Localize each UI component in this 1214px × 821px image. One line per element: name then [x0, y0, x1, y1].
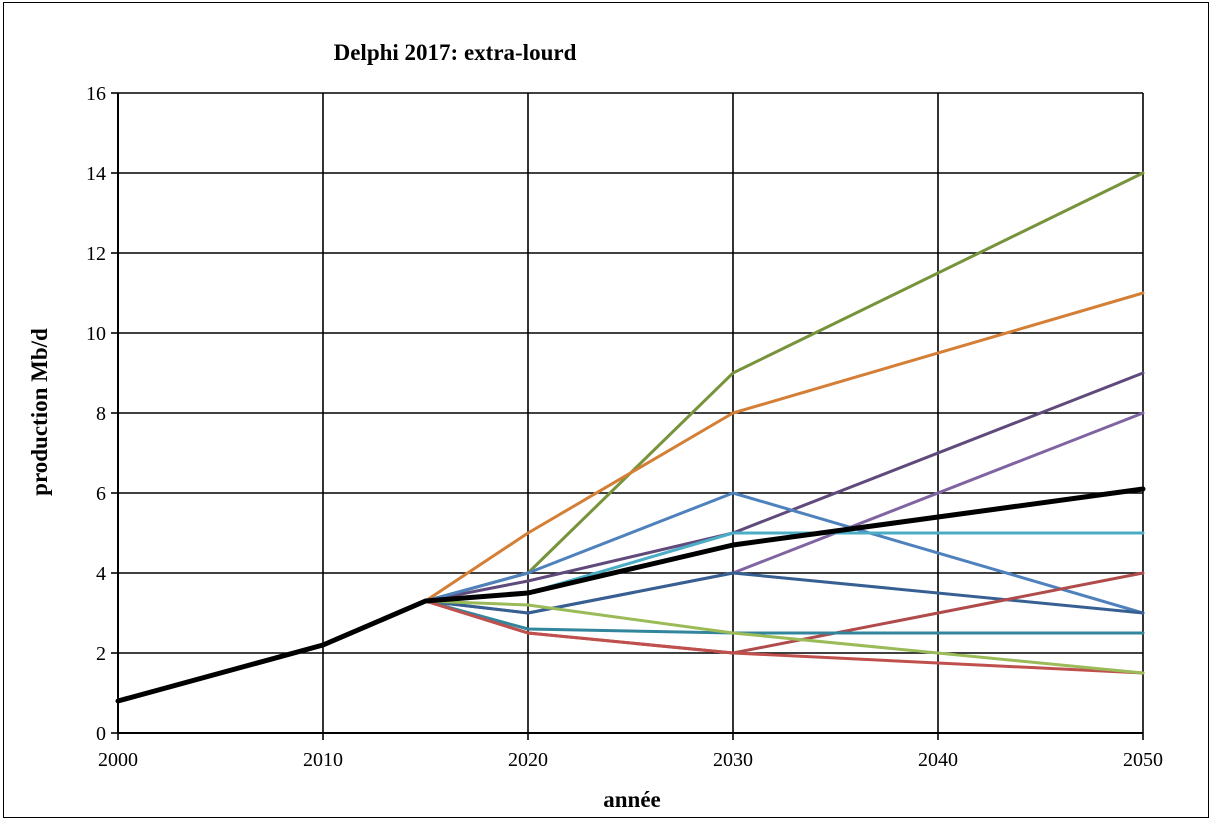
series-line-9 — [424, 599, 1145, 635]
x-tick-label: 2030 — [713, 749, 753, 771]
grid — [118, 92, 1144, 733]
y-tick-label: 2 — [96, 643, 106, 665]
y-tick-labels: 0 2 4 6 8 10 12 14 16 — [86, 83, 106, 745]
x-tick-label: 2010 — [303, 749, 343, 771]
x-axis-label: année — [603, 787, 661, 812]
x-tick-label: 2050 — [1123, 749, 1163, 771]
y-tick-label: 4 — [96, 563, 106, 585]
series-line-10 — [424, 599, 1145, 675]
y-tick-label: 0 — [96, 723, 106, 745]
y-tick-label: 14 — [86, 163, 106, 185]
x-tick-labels: 2000 2010 2020 2030 2040 2050 — [98, 749, 1163, 771]
y-tick-label: 12 — [86, 243, 106, 265]
series-line-2 — [424, 291, 1145, 603]
x-tick-label: 2020 — [508, 749, 548, 771]
series-line-11 — [116, 599, 1145, 703]
series-line-3 — [424, 371, 1145, 603]
y-tick-label: 16 — [86, 83, 106, 105]
y-axis-label: production Mb/d — [27, 328, 52, 496]
chart-frame — [3, 2, 1209, 818]
y-tick-label: 8 — [96, 403, 106, 425]
y-tick-label: 10 — [86, 323, 106, 345]
y-tick-label: 6 — [96, 483, 106, 505]
series-line-7 — [424, 571, 1145, 615]
axes — [111, 92, 1144, 740]
series-lines — [115, 171, 1146, 704]
x-tick-label: 2040 — [918, 749, 958, 771]
series-line-5 — [424, 491, 1145, 615]
x-tick-label: 2000 — [98, 749, 138, 771]
series-line-12 — [115, 486, 1146, 704]
chart-title: Delphi 2017: extra-lourd — [334, 40, 577, 65]
